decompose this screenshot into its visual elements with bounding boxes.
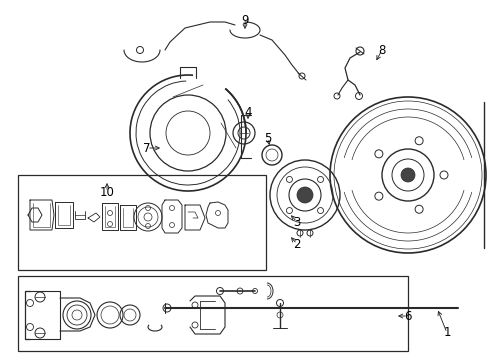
Text: 4: 4 xyxy=(244,105,251,118)
Text: 9: 9 xyxy=(241,13,248,27)
Text: 2: 2 xyxy=(293,238,300,251)
Text: 10: 10 xyxy=(100,185,114,198)
Bar xyxy=(18,175,265,270)
Text: 1: 1 xyxy=(442,327,450,339)
Text: 8: 8 xyxy=(378,44,385,57)
Text: 6: 6 xyxy=(404,310,411,323)
Text: 7: 7 xyxy=(143,141,150,154)
Bar xyxy=(18,276,407,351)
Circle shape xyxy=(400,168,414,182)
Circle shape xyxy=(296,187,312,203)
Text: 3: 3 xyxy=(293,216,300,229)
Text: 5: 5 xyxy=(264,131,271,144)
